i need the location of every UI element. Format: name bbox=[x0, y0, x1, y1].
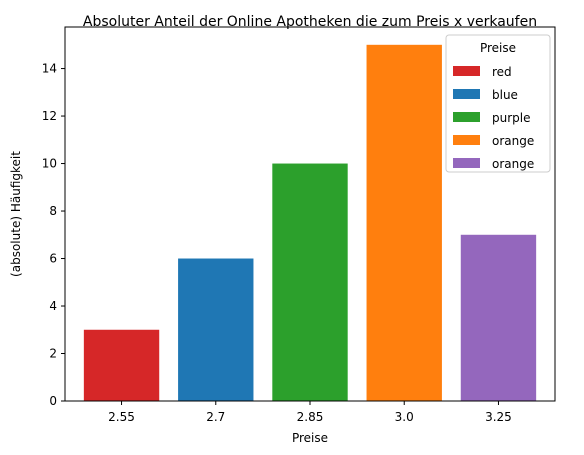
x-axis-label: Preise bbox=[292, 431, 328, 445]
legend-label: orange bbox=[492, 134, 534, 148]
legend: Preise red blue purple orange orange bbox=[446, 35, 550, 172]
y-tick-label: 2 bbox=[49, 347, 57, 361]
y-tick-label: 0 bbox=[49, 394, 57, 408]
legend-swatch bbox=[453, 112, 480, 122]
x-tick-label: 3.0 bbox=[395, 410, 414, 424]
x-tick-label: 2.85 bbox=[297, 410, 324, 424]
x-axis: 2.55 2.7 2.85 3.0 3.25 bbox=[108, 401, 512, 424]
legend-label: purple bbox=[492, 111, 531, 125]
chart-title: Absoluter Anteil der Online Apotheken di… bbox=[83, 14, 537, 30]
legend-swatch bbox=[453, 158, 480, 168]
y-tick-label: 8 bbox=[49, 204, 57, 218]
y-tick-label: 10 bbox=[42, 157, 57, 171]
legend-label: blue bbox=[492, 88, 518, 102]
y-tick-label: 6 bbox=[49, 252, 57, 266]
bar-2.55 bbox=[84, 330, 159, 401]
legend-title: Preise bbox=[480, 41, 516, 55]
bar-3.25 bbox=[461, 235, 536, 401]
x-tick-label: 2.55 bbox=[108, 410, 135, 424]
legend-label: red bbox=[492, 65, 512, 79]
legend-swatch bbox=[453, 66, 480, 76]
y-tick-label: 12 bbox=[42, 109, 57, 123]
x-tick-label: 2.7 bbox=[206, 410, 225, 424]
legend-label: orange bbox=[492, 157, 534, 171]
bar-3.0 bbox=[367, 45, 442, 401]
x-tick-label: 3.25 bbox=[485, 410, 512, 424]
legend-swatch bbox=[453, 89, 480, 99]
bar-2.85 bbox=[272, 164, 347, 401]
legend-swatch bbox=[453, 135, 480, 145]
legend-frame bbox=[446, 35, 550, 172]
y-axis: 0 2 4 6 8 10 12 14 bbox=[42, 62, 65, 408]
y-axis-label: (absolute) Häufigkeit bbox=[9, 151, 23, 277]
bar-2.7 bbox=[178, 259, 253, 401]
y-tick-label: 4 bbox=[49, 299, 57, 313]
y-tick-label: 14 bbox=[42, 62, 57, 76]
